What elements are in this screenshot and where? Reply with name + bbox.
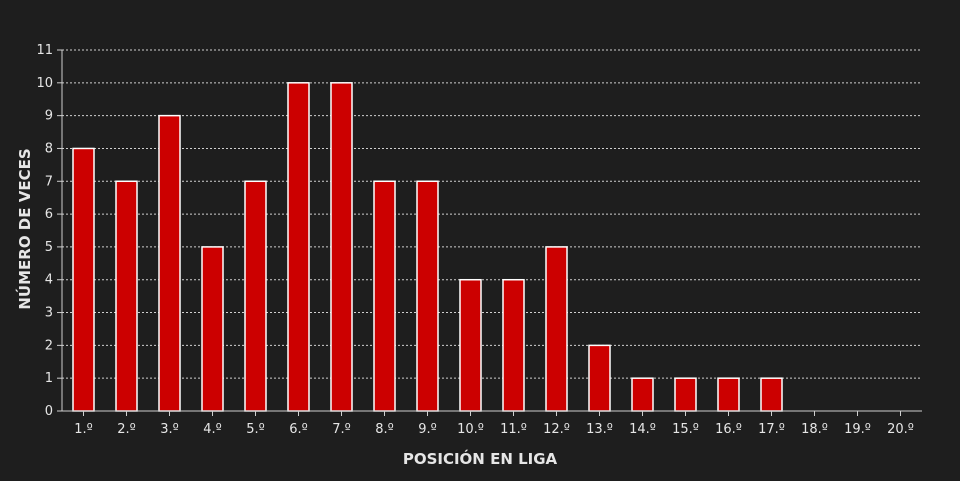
x-tick-label: 1.º [74,422,93,437]
y-tick-label: 6 [45,207,53,222]
y-tick-label: 11 [36,43,53,58]
y-tick-label: 5 [45,240,53,255]
x-tick-label: 10.º [457,422,484,437]
bar [287,82,310,412]
bar [201,246,224,412]
x-tick-label: 20.º [887,422,914,437]
x-tick-labels: 1.º 2.º 3.º 4.º 5.º 6.º 7.º 8.º 9.º 10.º 11.º 12.º 1… [74,422,914,437]
y-tick-label: 1 [45,371,53,386]
bar [416,180,439,412]
axes [57,49,922,416]
bar [502,278,525,412]
x-tick-label: 4.º [203,422,222,437]
grid-lines [62,49,922,379]
y-tick-label: 3 [45,306,53,321]
y-tick-label: 0 [45,404,53,419]
bar [459,278,482,412]
x-tick-label: 6.º [289,422,308,437]
bar [115,180,138,412]
y-tick-label: 4 [45,273,53,288]
x-tick-label: 19.º [844,422,871,437]
x-tick-label: 3.º [160,422,179,437]
x-tick-label: 8.º [375,422,394,437]
bar [760,377,783,412]
x-tick-label: 2.º [117,422,136,437]
bar [373,180,396,412]
x-tick-label: 7.º [332,422,351,437]
y-tick-label: 8 [45,141,53,156]
x-tick-label: 9.º [418,422,437,437]
y-tick-labels: 0 1 2 3 4 5 6 7 8 9 10 11 [36,43,53,419]
x-tick-label: 16.º [715,422,742,437]
y-tick-label: 10 [36,76,53,91]
bar [588,344,611,412]
bar [717,377,740,412]
x-tick-label: 11.º [500,422,527,437]
bar [244,180,267,412]
bar [72,147,95,412]
x-tick-label: 12.º [543,422,570,437]
x-tick-label: 13.º [586,422,613,437]
x-tick-label: 14.º [629,422,656,437]
bar [330,82,353,412]
y-tick-label: 2 [45,338,53,353]
x-tick-label: 5.º [246,422,265,437]
x-tick-label: 15.º [672,422,699,437]
x-tick-label: 17.º [758,422,785,437]
bar [545,246,568,412]
y-axis-title: NÚMERO DE VECES [15,148,34,309]
x-axis-title: POSICIÓN EN LIGA [403,449,558,468]
y-tick-label: 7 [45,174,53,189]
bar [631,377,654,412]
y-tick-label: 9 [45,109,53,124]
bar [158,114,181,412]
x-tick-label: 18.º [801,422,828,437]
bars [72,82,783,412]
bar [674,377,697,412]
